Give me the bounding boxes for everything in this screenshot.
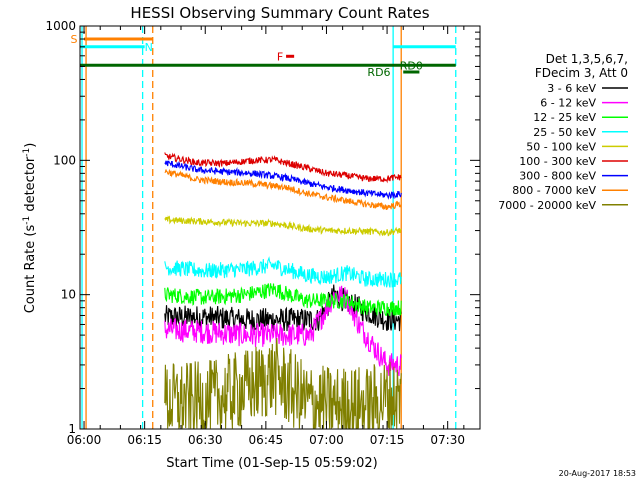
legend-header-line: FDecim 3, Att 0 xyxy=(535,66,628,80)
legend-header-line: Det 1,3,5,6,7, xyxy=(546,52,628,66)
y-tick-label: 10 xyxy=(61,288,76,302)
plot-frame xyxy=(79,25,481,430)
series-lines xyxy=(164,152,402,429)
flag-bars: S N F RD0 RD6 xyxy=(70,33,456,79)
y-tick-label: 1 xyxy=(68,422,76,436)
legend-label: 300 - 800 keV xyxy=(519,170,596,183)
flag-label: RD6 xyxy=(367,66,390,79)
series-line xyxy=(164,285,402,377)
legend-label: 7000 - 20000 keV xyxy=(498,199,596,212)
y-tick-label: 1000 xyxy=(45,19,76,33)
legend-label: 25 - 50 keV xyxy=(533,126,596,139)
legend-label: 12 - 25 keV xyxy=(533,111,596,124)
series-line xyxy=(164,152,402,184)
series-line xyxy=(164,256,402,288)
legend: Det 1,3,5,6,7, FDecim 3, Att 0 3 - 6 keV… xyxy=(498,52,628,212)
y-tick-label: 100 xyxy=(53,153,76,167)
series-line xyxy=(164,284,402,332)
series-line xyxy=(164,215,402,237)
flag-label: RD0 xyxy=(400,59,423,72)
chart-title: HESSI Observing Summary Count Rates xyxy=(130,4,429,22)
y-axis-label: Count Rate (s-1 detector-1) xyxy=(22,143,38,314)
legend-label: 3 - 6 keV xyxy=(547,82,596,95)
x-tick-label: 07:15 xyxy=(370,433,405,447)
y-axis-label-exponent: -1 xyxy=(22,216,32,225)
series-line xyxy=(164,283,402,317)
axis-ticks: 06:00 06:15 06:30 06:45 07:00 07:15 07:30 1 10 10… xyxy=(45,19,480,447)
x-axis-label: Start Time (01-Sep-15 05:59:02) xyxy=(166,456,377,471)
y-axis-label-part: Count Rate (s xyxy=(23,225,38,314)
x-tick-label: 06:15 xyxy=(127,433,162,447)
generated-timestamp: 20-Aug-2017 18:53 xyxy=(559,469,636,478)
vertical-markers xyxy=(81,26,457,429)
x-tick-label: 06:45 xyxy=(249,433,284,447)
flag-label: F xyxy=(277,50,283,63)
series-line xyxy=(164,337,402,429)
x-tick-label: 06:00 xyxy=(67,433,102,447)
legend-label: 100 - 300 keV xyxy=(519,155,596,168)
legend-label: 800 - 7000 keV xyxy=(512,184,596,197)
x-tick-label: 07:00 xyxy=(309,433,344,447)
x-tick-label: 07:30 xyxy=(430,433,465,447)
y-axis-label-part: ) xyxy=(23,143,38,148)
flag-label: S xyxy=(70,33,77,46)
y-axis-label-exponent: -1 xyxy=(22,148,32,157)
flag-label: N xyxy=(145,41,153,54)
y-axis-label-part: detector xyxy=(23,156,38,216)
series-line xyxy=(164,160,402,200)
legend-label: 50 - 100 keV xyxy=(526,140,596,153)
x-tick-label: 06:30 xyxy=(188,433,223,447)
legend-label: 6 - 12 keV xyxy=(540,97,596,110)
series-line xyxy=(164,168,402,211)
